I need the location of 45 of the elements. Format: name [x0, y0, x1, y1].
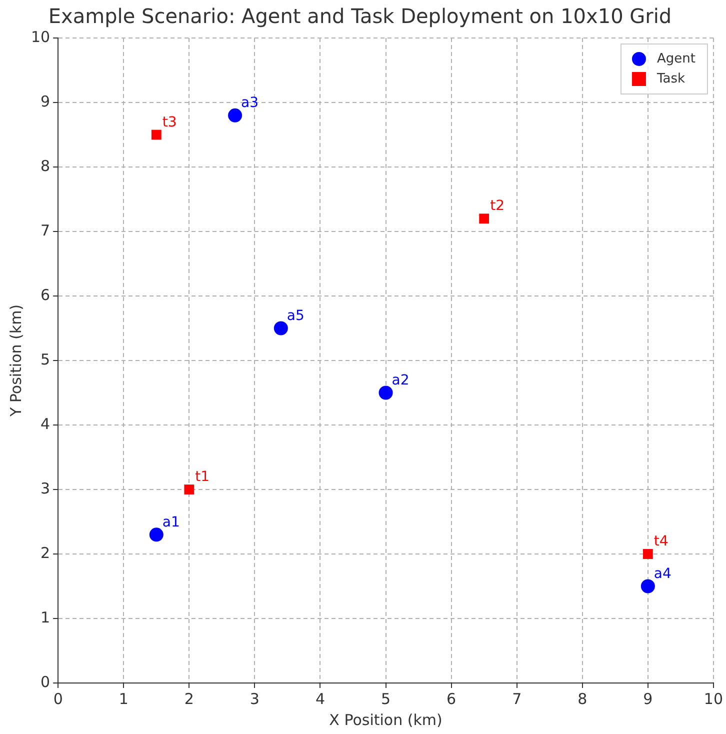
y-tick-label: 5 [40, 350, 50, 368]
x-tick-label: 6 [446, 690, 456, 708]
x-axis-title: X Position (km) [329, 710, 442, 729]
point [151, 130, 162, 140]
y-tick-label: 0 [40, 672, 50, 691]
point [274, 321, 288, 336]
x-tick-label: 0 [53, 690, 63, 708]
point [184, 484, 194, 494]
y-tick-label: 10 [30, 28, 50, 46]
point [378, 386, 393, 400]
x-tick-label: 8 [578, 690, 588, 708]
x-tick-label: 7 [512, 690, 522, 708]
point [149, 528, 164, 542]
data-label: a2 [392, 372, 410, 388]
legend-label: Agent [656, 51, 696, 66]
y-tick-label: 4 [40, 414, 50, 433]
y-tick-label: 6 [40, 286, 50, 304]
x-tick-label: 10 [704, 690, 724, 708]
point [228, 108, 242, 122]
x-tick-label: 4 [315, 690, 326, 708]
x-tick-label: 5 [381, 690, 391, 708]
y-tick-label: 8 [40, 156, 50, 175]
x-tick-label: 1 [118, 690, 128, 708]
y-tick-label: 7 [40, 221, 50, 240]
y-tick-label: 3 [40, 479, 50, 498]
data-label: a4 [654, 566, 672, 582]
data-label: t2 [490, 198, 504, 214]
data-label: a3 [241, 95, 259, 112]
point [479, 214, 490, 224]
data-label: t1 [195, 469, 210, 486]
data-label: t4 [654, 534, 668, 550]
legend-label: Task [656, 71, 686, 86]
x-tick-label: 9 [643, 690, 653, 708]
chart-title: Example Scenario: Agent and Task Deployment on 10x10 Grid [48, 4, 672, 28]
data-label: a5 [286, 308, 304, 324]
y-tick-label: 1 [40, 608, 50, 626]
data-label: t3 [162, 114, 177, 130]
x-tick-label: 2 [184, 690, 194, 708]
data-label: a1 [162, 514, 180, 530]
x-tick-label: 3 [250, 690, 260, 708]
point [642, 549, 653, 559]
y-tick-label: 2 [40, 544, 50, 562]
y-tick-label: 9 [40, 92, 50, 110]
point [640, 579, 655, 594]
y-axis-title: Y Position (km) [6, 304, 25, 418]
